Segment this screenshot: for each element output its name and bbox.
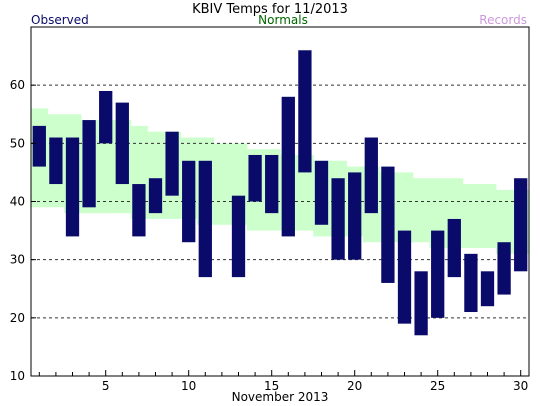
normal-range-day-24 — [412, 178, 430, 243]
normal-range-day-12 — [213, 143, 231, 225]
y-tick-label-20: 20 — [10, 311, 25, 325]
observed-bar-day-17 — [298, 50, 312, 173]
observed-bar-day-21 — [364, 137, 378, 214]
normal-range-day-28 — [479, 184, 497, 249]
y-tick-label-30: 30 — [10, 253, 25, 267]
x-tick-label-25: 25 — [430, 379, 445, 393]
gridlines — [31, 84, 529, 319]
observed-bar-day-22 — [381, 166, 395, 283]
observed-bar-day-3 — [65, 137, 80, 237]
observed-bar-day-28 — [480, 271, 495, 307]
observed-bar-day-10 — [182, 160, 196, 243]
y-tick-label-10: 10 — [10, 369, 25, 383]
normal-range-day-27 — [462, 184, 480, 249]
observed-bar-day-9 — [165, 131, 179, 196]
x-axis-label: November 2013 — [232, 390, 329, 404]
observed-bar-day-5 — [99, 90, 113, 144]
normal-range-day-23 — [396, 172, 414, 243]
observed-bar-day-6 — [115, 102, 129, 185]
legend-normals: Normals — [258, 13, 308, 27]
x-tick-label-15: 15 — [264, 379, 279, 393]
observed-bar-day-23 — [397, 230, 412, 324]
y-tick-label-60: 60 — [10, 78, 25, 92]
normal-range-day-17 — [296, 154, 314, 231]
observed-bar-day-4 — [82, 120, 96, 208]
x-tick-label-5: 5 — [102, 379, 110, 393]
x-tick-label-10: 10 — [181, 379, 196, 393]
normal-range-day-29 — [495, 189, 513, 254]
x-axis: 5 10 15 20 25 30 — [38, 370, 528, 393]
observed-bar-day-30 — [514, 178, 528, 272]
observed-bar-day-14 — [248, 154, 262, 202]
observed-bars — [32, 50, 528, 336]
observed-bar-day-13 — [231, 195, 246, 278]
observed-bar-day-8 — [148, 178, 163, 214]
observed-bar-day-19 — [331, 178, 345, 260]
observed-bar-day-7 — [132, 184, 146, 237]
y-tick-label-40: 40 — [10, 195, 25, 209]
observed-bar-day-1 — [32, 125, 46, 167]
observed-bar-day-27 — [464, 253, 478, 313]
observed-bar-day-24 — [414, 271, 428, 336]
observed-bar-day-11 — [198, 160, 212, 278]
observed-bar-day-15 — [265, 154, 279, 214]
observed-bar-day-2 — [49, 137, 63, 185]
observed-bar-day-20 — [348, 172, 362, 260]
y-tick-label-50: 50 — [10, 136, 25, 150]
observed-bar-day-26 — [447, 218, 461, 278]
y-axis: 10 20 30 40 50 60 — [10, 78, 36, 383]
x-tick-label-20: 20 — [347, 379, 362, 393]
observed-bar-day-18 — [314, 160, 329, 225]
observed-bar-day-29 — [497, 242, 511, 295]
chart-title: KBIV Temps for 11/2013 — [192, 2, 348, 17]
observed-bar-day-25 — [431, 230, 445, 318]
legend-records: Records — [479, 13, 527, 27]
observed-bar-day-16 — [281, 96, 295, 237]
x-tick-label-30: 30 — [513, 379, 528, 393]
legend-observed: Observed — [31, 13, 89, 27]
